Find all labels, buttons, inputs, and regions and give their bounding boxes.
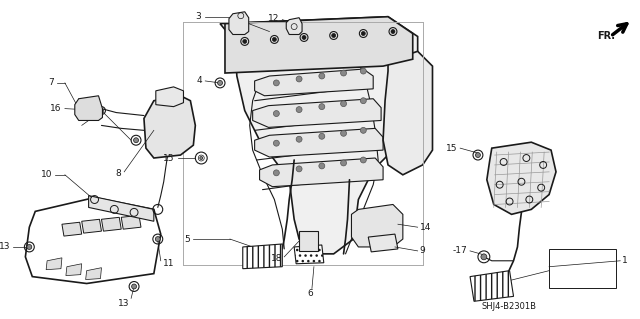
Circle shape bbox=[302, 35, 306, 40]
Text: 9: 9 bbox=[420, 246, 426, 256]
Circle shape bbox=[218, 80, 223, 85]
Polygon shape bbox=[260, 158, 383, 187]
Polygon shape bbox=[26, 197, 161, 284]
Polygon shape bbox=[225, 17, 413, 73]
Text: 15: 15 bbox=[163, 153, 175, 162]
Text: 3: 3 bbox=[195, 12, 201, 21]
Circle shape bbox=[200, 157, 203, 160]
Circle shape bbox=[99, 108, 104, 113]
Text: 13: 13 bbox=[118, 299, 129, 308]
Polygon shape bbox=[220, 17, 418, 254]
Circle shape bbox=[296, 166, 302, 172]
Polygon shape bbox=[351, 204, 403, 247]
Circle shape bbox=[319, 73, 324, 79]
Circle shape bbox=[273, 170, 279, 176]
Circle shape bbox=[481, 254, 487, 260]
Circle shape bbox=[296, 76, 302, 82]
Circle shape bbox=[273, 37, 276, 41]
Circle shape bbox=[27, 244, 32, 249]
Polygon shape bbox=[229, 12, 249, 34]
Polygon shape bbox=[86, 268, 102, 279]
Circle shape bbox=[319, 163, 324, 169]
Circle shape bbox=[198, 155, 204, 161]
Circle shape bbox=[332, 33, 335, 37]
Polygon shape bbox=[368, 234, 398, 252]
Text: 12: 12 bbox=[268, 14, 279, 23]
Circle shape bbox=[360, 157, 366, 163]
Circle shape bbox=[319, 133, 324, 139]
Polygon shape bbox=[66, 264, 82, 276]
Text: 16: 16 bbox=[51, 104, 62, 113]
Circle shape bbox=[340, 130, 346, 136]
Polygon shape bbox=[255, 69, 373, 96]
Text: 10: 10 bbox=[40, 170, 52, 179]
Circle shape bbox=[296, 136, 302, 142]
Text: 14: 14 bbox=[420, 223, 431, 232]
Circle shape bbox=[340, 160, 346, 166]
Polygon shape bbox=[470, 271, 513, 301]
Circle shape bbox=[340, 70, 346, 76]
Polygon shape bbox=[46, 258, 62, 270]
Text: 7: 7 bbox=[48, 78, 54, 87]
Polygon shape bbox=[299, 231, 318, 251]
Text: 18: 18 bbox=[271, 254, 282, 263]
Circle shape bbox=[360, 68, 366, 74]
Circle shape bbox=[476, 152, 481, 158]
Circle shape bbox=[273, 111, 279, 116]
Text: SHJ4-B2301B: SHJ4-B2301B bbox=[482, 302, 537, 311]
Text: 11: 11 bbox=[163, 259, 174, 268]
Polygon shape bbox=[286, 18, 302, 34]
Polygon shape bbox=[487, 142, 556, 214]
Polygon shape bbox=[75, 96, 102, 121]
Polygon shape bbox=[144, 96, 195, 158]
Text: 15: 15 bbox=[445, 144, 457, 152]
Text: 4: 4 bbox=[196, 77, 202, 85]
Polygon shape bbox=[121, 215, 141, 229]
Text: 8: 8 bbox=[115, 169, 121, 178]
Circle shape bbox=[134, 138, 138, 143]
Text: 1: 1 bbox=[622, 256, 628, 265]
Circle shape bbox=[360, 127, 366, 133]
Text: 6: 6 bbox=[307, 289, 313, 298]
Circle shape bbox=[340, 101, 346, 107]
Circle shape bbox=[132, 284, 136, 289]
Circle shape bbox=[362, 32, 365, 35]
Polygon shape bbox=[243, 244, 282, 269]
Text: 13: 13 bbox=[0, 242, 10, 251]
Circle shape bbox=[360, 98, 366, 104]
Circle shape bbox=[156, 237, 160, 241]
Text: -17: -17 bbox=[452, 246, 467, 256]
Circle shape bbox=[296, 107, 302, 113]
Circle shape bbox=[273, 140, 279, 146]
Polygon shape bbox=[88, 196, 154, 221]
Polygon shape bbox=[102, 217, 121, 231]
Polygon shape bbox=[82, 219, 102, 233]
Circle shape bbox=[273, 80, 279, 86]
Polygon shape bbox=[62, 222, 82, 236]
Polygon shape bbox=[549, 249, 616, 288]
Text: FR.: FR. bbox=[598, 32, 616, 41]
Circle shape bbox=[243, 40, 247, 43]
Circle shape bbox=[319, 104, 324, 110]
Polygon shape bbox=[253, 99, 381, 127]
Circle shape bbox=[391, 30, 395, 33]
Polygon shape bbox=[255, 128, 383, 157]
Polygon shape bbox=[383, 51, 433, 175]
Text: 5: 5 bbox=[185, 234, 190, 243]
Polygon shape bbox=[294, 245, 324, 264]
Polygon shape bbox=[156, 87, 184, 107]
